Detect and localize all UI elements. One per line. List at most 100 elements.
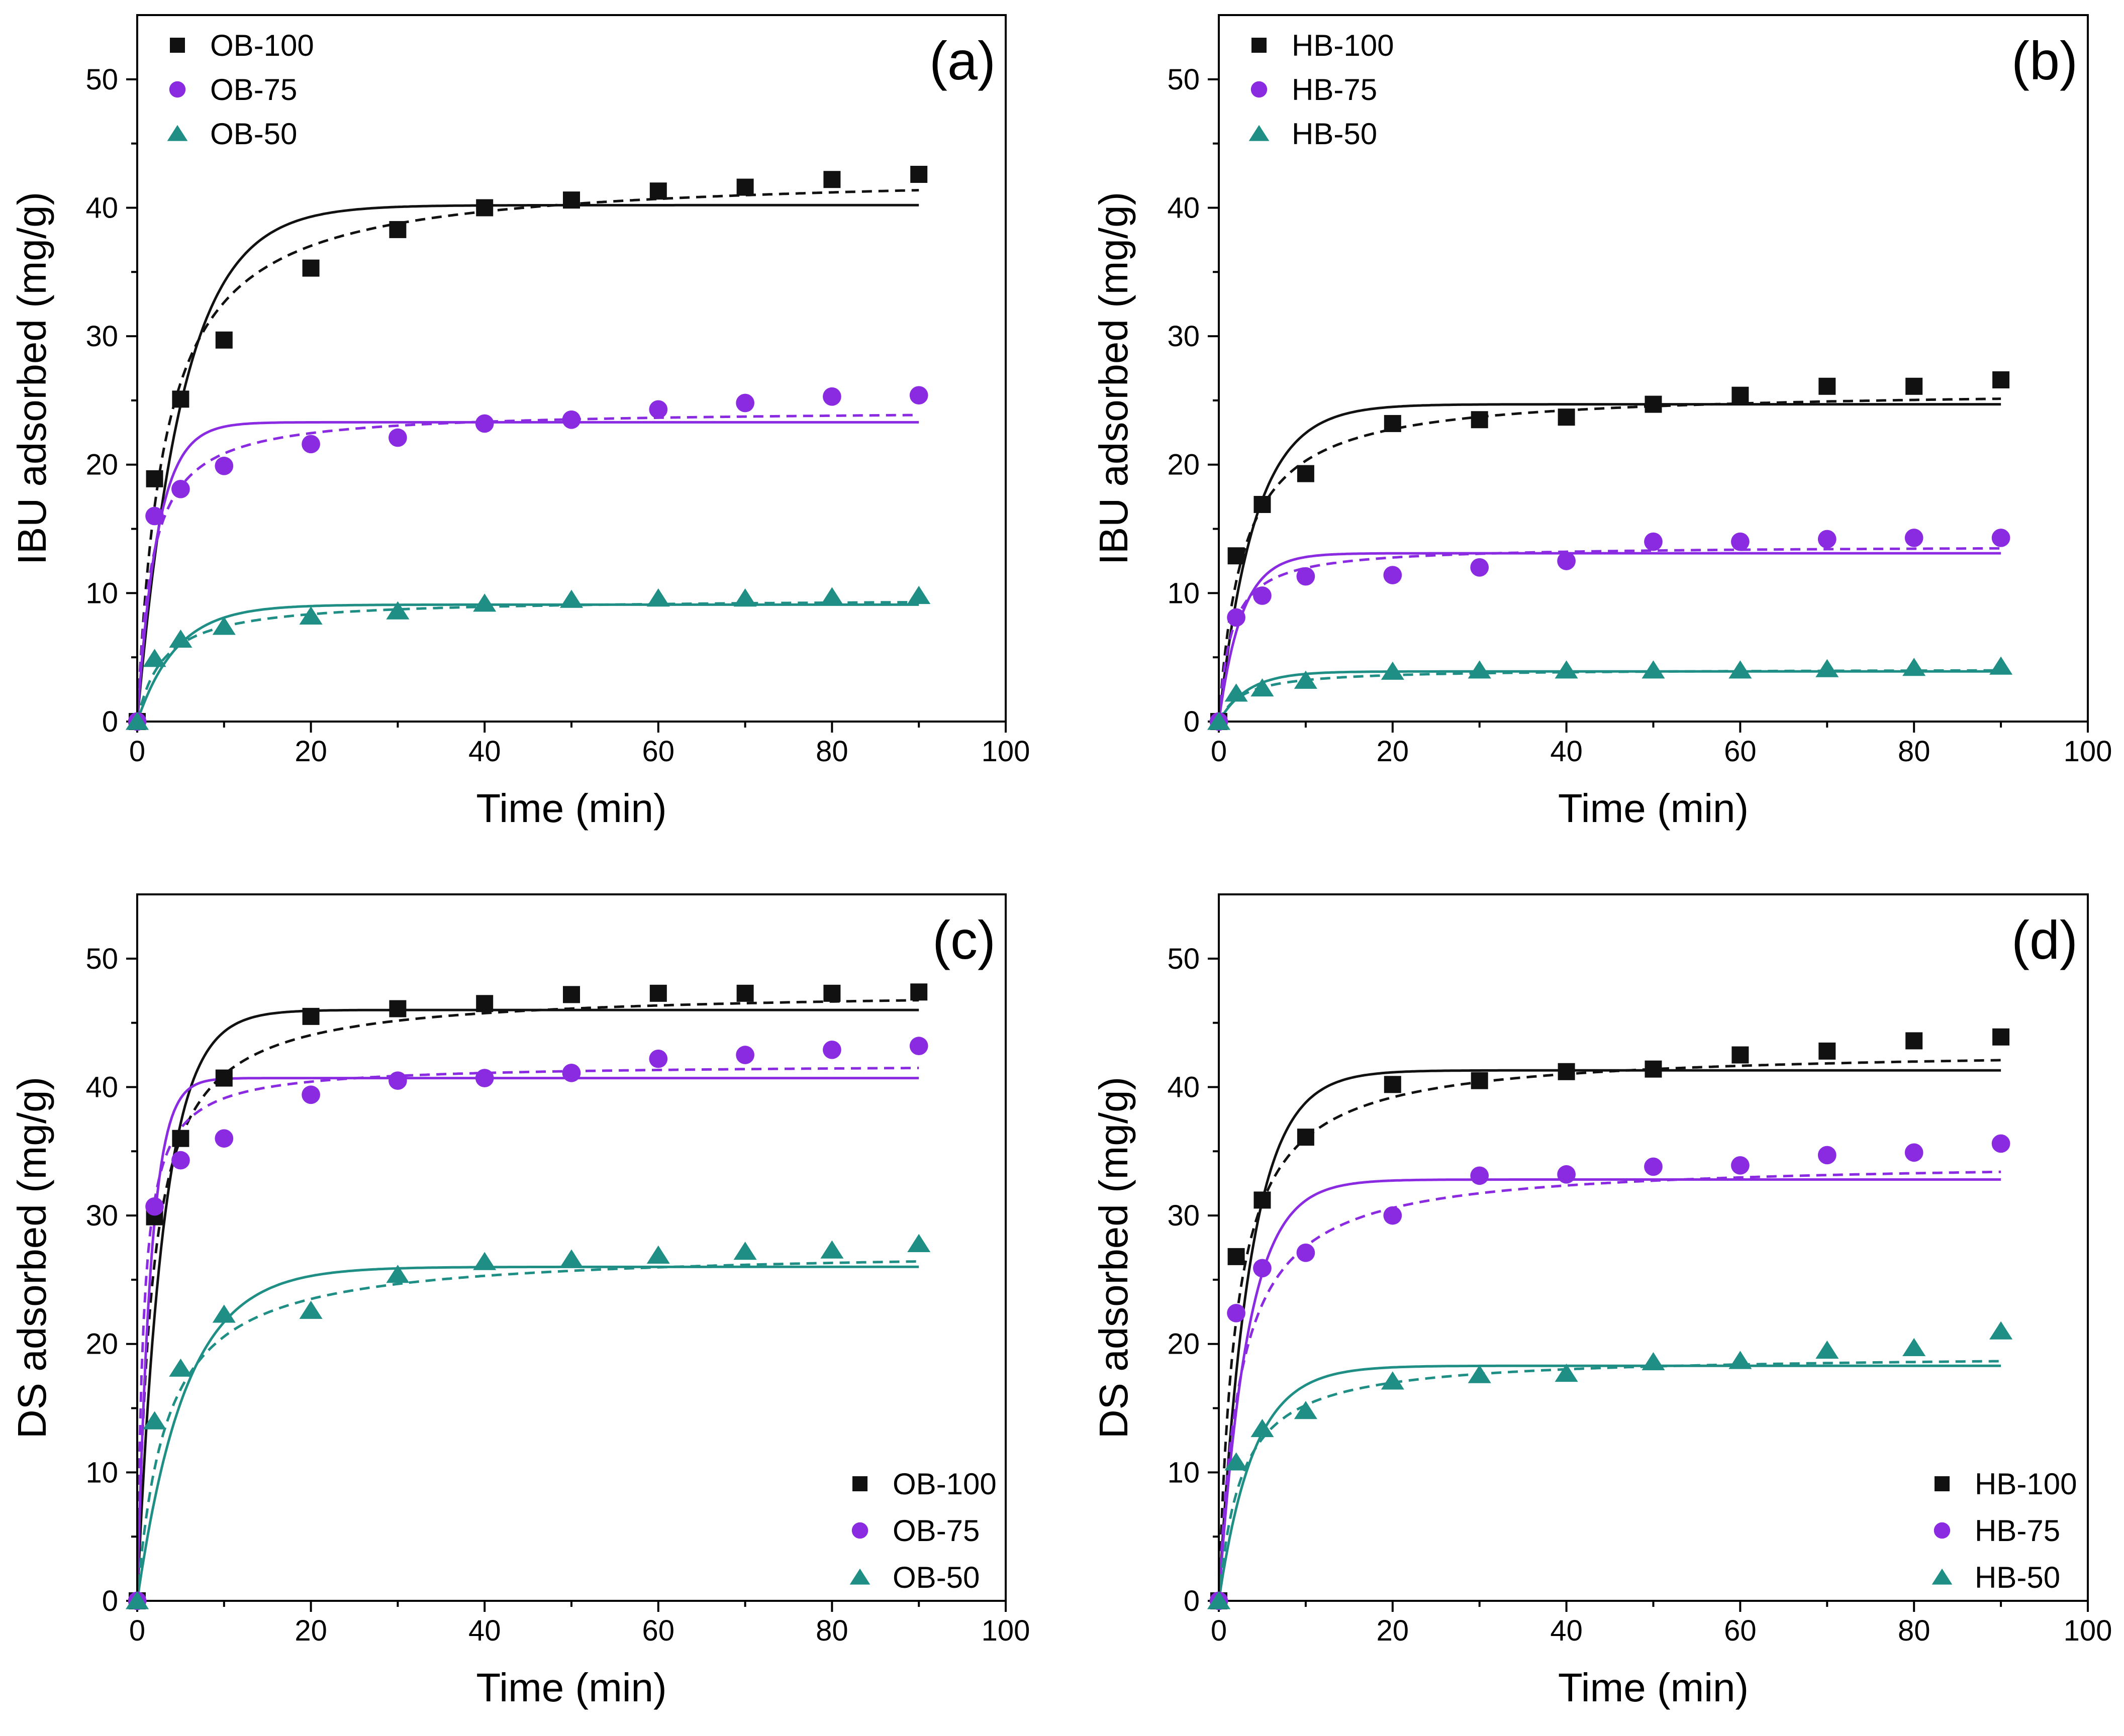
data-point-b-0-9	[1818, 377, 1836, 395]
legend-c	[849, 1476, 871, 1585]
data-point-a-2-11	[907, 585, 931, 604]
data-point-b-0-4	[1384, 415, 1401, 432]
y-tick-label-b-3: 30	[1167, 320, 1200, 353]
data-point-b-2-2	[1250, 678, 1274, 697]
y-tick-label-c-4: 40	[85, 1071, 118, 1103]
data-point-a-1-8	[649, 400, 668, 419]
y-tick-label-a-0: 0	[102, 705, 118, 738]
data-point-a-2-1	[143, 649, 166, 667]
data-point-a-0-9	[736, 178, 754, 196]
x-tick-label-c-0: 0	[129, 1614, 145, 1647]
data-point-a-2-0	[125, 711, 149, 730]
data-point-c-0-8	[649, 984, 667, 1002]
data-point-a-1-9	[736, 393, 754, 413]
data-point-d-2-10	[1902, 1338, 1926, 1357]
fit-line-dashed-d-0	[1219, 1059, 2001, 1601]
data-point-d-1-7	[1644, 1157, 1663, 1176]
data-point-a-2-4	[299, 606, 323, 625]
data-point-d-2-3	[1294, 1401, 1317, 1419]
x-tick-label-a-0: 0	[129, 735, 145, 768]
y-tick-label-b-4: 40	[1167, 191, 1200, 224]
data-point-a-2-2	[169, 629, 192, 648]
legend-marker-d-0	[1935, 1476, 1950, 1491]
y-tick-label-c-0: 0	[102, 1585, 118, 1617]
data-point-d-2-7	[1642, 1352, 1665, 1371]
data-point-c-0-7	[563, 986, 580, 1003]
fit-line-dashed-d-1	[1219, 1170, 2001, 1601]
data-point-d-2-4	[1381, 1371, 1404, 1390]
panel-d: (d) Time (min) DS adsorbed (mg/g) HB-100…	[1091, 893, 2112, 1710]
data-point-d-0-4	[1384, 1076, 1401, 1093]
x-tick-label-a-3: 60	[642, 735, 675, 768]
data-point-b-0-3	[1297, 465, 1314, 482]
data-point-d-0-7	[1645, 1060, 1662, 1078]
data-point-b-2-4	[1381, 661, 1404, 680]
data-point-b-1-5	[1470, 558, 1489, 577]
data-point-a-0-4	[302, 259, 320, 277]
data-point-d-1-10	[1904, 1143, 1923, 1162]
data-point-a-1-11	[909, 386, 928, 405]
panel-label-d: (d)	[2011, 909, 2078, 970]
legend-label-c-ob50: OB-50	[893, 1561, 980, 1594]
data-point-d-0-11	[1992, 1028, 2010, 1046]
data-point-d-2-1	[1224, 1452, 1248, 1471]
fit-line-solid-b-2	[1219, 670, 2001, 722]
x-axis-title-c: Time (min)	[476, 1665, 666, 1710]
y-tick-label-b-5: 50	[1167, 63, 1200, 96]
data-point-b-2-9	[1815, 659, 1839, 677]
legend-marker-d-2	[1932, 1568, 1953, 1585]
fit-line-dashed-b-0	[1219, 397, 2001, 722]
data-point-d-1-8	[1731, 1156, 1750, 1175]
data-point-c-0-6	[476, 995, 494, 1012]
data-point-a-1-10	[823, 387, 841, 406]
data-point-b-1-4	[1383, 566, 1402, 584]
y-tick-label-a-2: 20	[85, 449, 118, 481]
y-tick-label-d-4: 40	[1167, 1071, 1200, 1103]
fit-line-dashed-c-0	[137, 999, 919, 1601]
legend-marker-c-1	[851, 1522, 868, 1539]
data-point-c-0-11	[910, 983, 928, 1001]
x-tick-label-b-3: 60	[1724, 735, 1757, 768]
data-point-c-0-4	[302, 1007, 320, 1025]
data-point-a-2-3	[212, 617, 236, 635]
data-point-c-0-5	[389, 1000, 407, 1017]
data-point-a-1-1	[145, 506, 164, 526]
data-point-d-2-9	[1815, 1340, 1839, 1359]
fit-line-dashed-a-1	[137, 414, 919, 722]
data-point-c-1-6	[475, 1069, 494, 1087]
fit-line-solid-c-0	[137, 1008, 919, 1601]
y-axis-title-c: DS adsorbed (mg/g)	[10, 1077, 54, 1439]
legend-label-d-hb100: HB-100	[1975, 1467, 2077, 1501]
fit-line-solid-a-0	[137, 203, 919, 722]
data-point-d-2-2	[1250, 1418, 1274, 1438]
x-tick-label-c-5: 100	[982, 1614, 1030, 1647]
legend-marker-a-0	[170, 38, 185, 53]
data-point-d-1-5	[1470, 1166, 1489, 1185]
fit-line-dashed-d-2	[1219, 1360, 2001, 1601]
fit-curves-c	[137, 999, 919, 1601]
data-point-b-0-10	[1905, 377, 1923, 395]
legend-marker-c-2	[849, 1568, 871, 1585]
data-point-d-1-1	[1227, 1304, 1245, 1322]
x-tick-label-c-1: 20	[295, 1614, 327, 1647]
data-point-a-2-10	[820, 587, 844, 605]
x-tick-label-a-4: 80	[816, 735, 848, 768]
data-point-d-0-5	[1471, 1072, 1488, 1089]
data-point-c-2-3	[212, 1304, 236, 1323]
data-point-b-1-1	[1227, 608, 1245, 627]
data-point-a-2-6	[473, 593, 497, 612]
legend-marker-b-1	[1250, 81, 1268, 98]
panel-b: (b) Time (min) IBU adsorbed (mg/g) HB-10…	[1091, 14, 2112, 831]
x-tick-label-b-0: 0	[1211, 735, 1227, 768]
data-point-b-1-8	[1731, 532, 1750, 551]
y-tick-label-a-1: 10	[85, 577, 118, 609]
data-point-d-0-10	[1905, 1032, 1923, 1050]
y-tick-label-b-0: 0	[1184, 705, 1200, 738]
y-tick-label-c-1: 10	[85, 1456, 118, 1489]
y-tick-label-b-2: 20	[1167, 449, 1200, 481]
x-tick-label-b-1: 20	[1377, 735, 1409, 768]
data-point-d-0-8	[1731, 1046, 1749, 1064]
data-points-c	[125, 983, 931, 1610]
plot-frame-d	[1218, 893, 2089, 1602]
x-tick-label-c-4: 80	[816, 1614, 848, 1647]
